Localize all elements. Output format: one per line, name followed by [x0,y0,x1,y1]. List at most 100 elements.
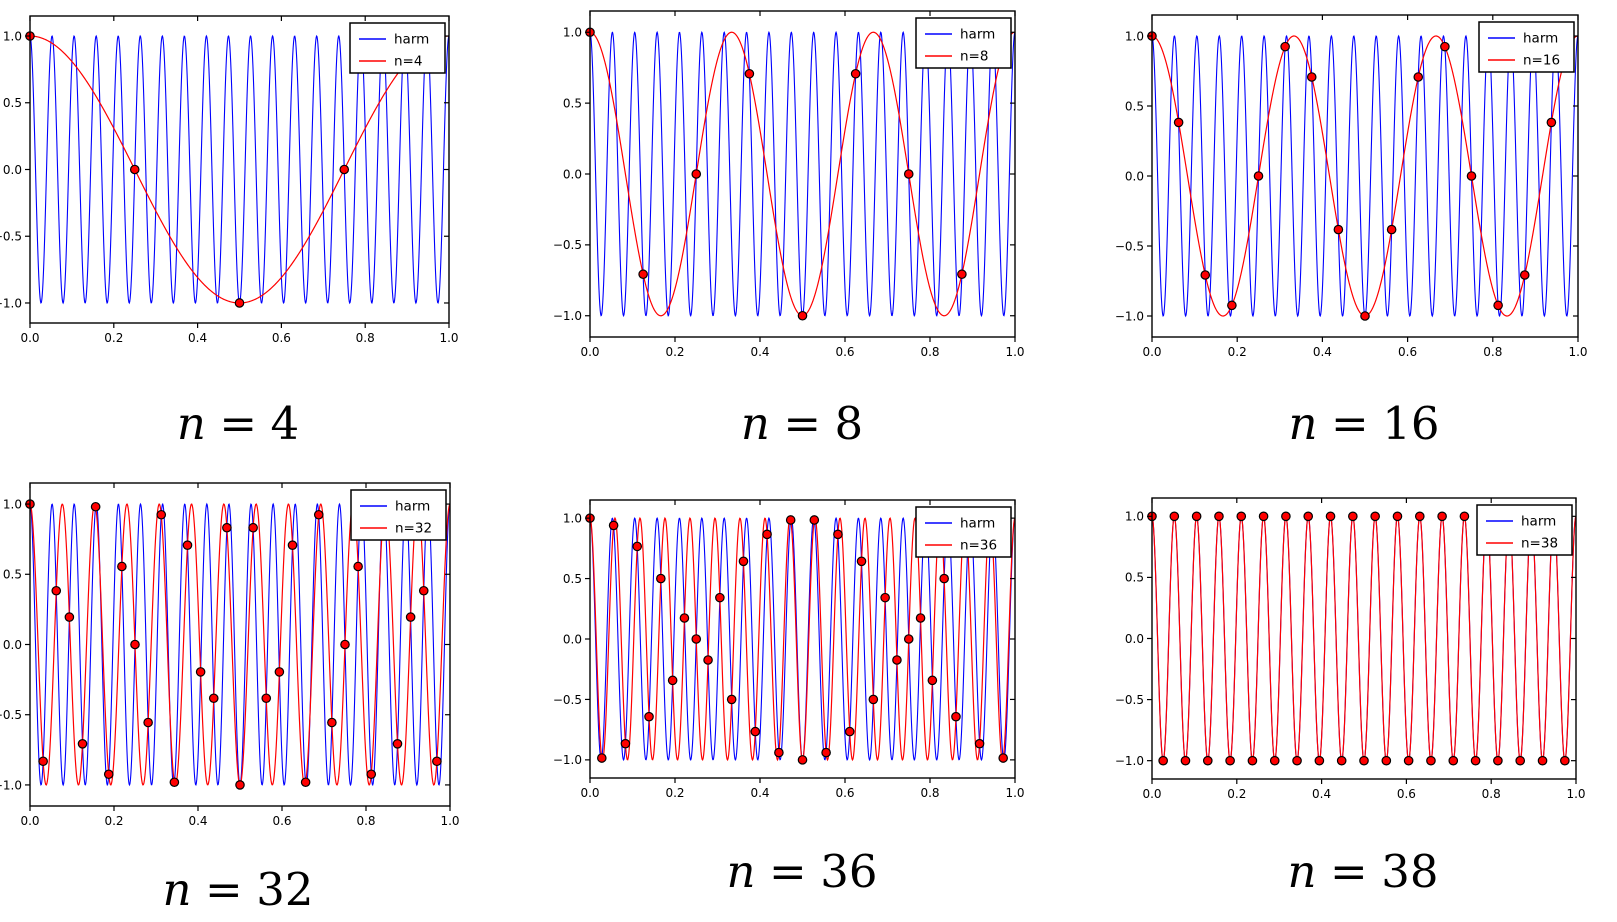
y-tick-label: 1.0 [1125,29,1144,43]
legend: harm n=38 [1476,504,1573,556]
sample-dot [418,585,429,596]
y-tick-label: −1.0 [0,778,22,792]
x-tick-label: 1.0 [1568,345,1587,359]
sample-dot [287,540,298,550]
subplot-chart-n36: 0.0 0.2 0.4 0.6 0.8 1.0 1.0 0.5 0.0 −0.5 −1.0 harm n… [553,499,1025,800]
subplot-caption-n8: n = 8 [632,401,972,446]
sample-dot [1247,755,1258,766]
sample-dot [1348,511,1358,522]
sample-dot [182,540,193,550]
sample-dot [833,529,843,540]
sample-dot [1333,224,1344,235]
sample-dot [222,522,232,533]
sample-dot [1403,755,1414,766]
legend-label: n=16 [1523,53,1560,69]
sample-dot [392,738,403,749]
y-tick-label: −0.5 [0,708,22,722]
legend-label: harm [960,516,995,532]
subplot-caption-n4: n = 4 [68,401,408,446]
caption-relation: = [1331,397,1369,450]
y-tick-label: 1.0 [1125,510,1144,524]
sample-dot [1306,72,1317,82]
sample-dot [103,769,114,780]
x-tick-label: 1.0 [1566,787,1585,801]
sample-dot [892,655,902,665]
legend-box [1478,21,1575,73]
sample-dot [143,717,153,728]
legend-label: harm [1521,514,1556,530]
x-tick-label: 0.6 [272,331,291,345]
subplot-chart-n38: 0.0 0.2 0.4 0.6 0.8 1.0 1.0 0.5 0.0 −0.5 −1.0 harm n… [1115,497,1586,801]
axis-ticks [585,500,1016,783]
caption-symbol: n [740,397,770,450]
x-tick-label: 0.8 [920,345,939,359]
y-tick-label: −1.0 [0,296,22,310]
sample-dot [353,561,363,572]
sample-dot [300,777,311,788]
sample-dot [1253,171,1264,181]
y-tick-label: 0.5 [1125,99,1144,113]
sample-dot [1292,755,1302,766]
x-tick-label: 0.6 [835,345,854,359]
y-tick-labels: 1.0 0.5 0.0 −0.5 −1.0 [553,511,582,767]
y-tick-labels: 1.0 0.5 0.0 −0.5 −1.0 [0,497,22,792]
sample-dot [1519,270,1530,280]
sample-dot [366,769,377,780]
sample-dot [939,573,949,584]
y-tick-label: −1.0 [1115,309,1144,323]
axis-ticks [1147,15,1579,342]
sample-dot [797,310,808,321]
y-tick-label: 0.0 [563,632,582,646]
y-tick-label: −1.0 [1115,754,1144,768]
sample-dot [1493,300,1503,311]
y-tick-label: 1.0 [3,497,22,511]
legend-label: harm [394,32,429,48]
x-tick-label: 0.8 [920,786,939,800]
sample-dot [1466,171,1477,181]
sample-dot [774,747,784,758]
x-tick-label: 0.2 [1228,345,1247,359]
y-tick-label: −1.0 [553,753,582,767]
x-tick-label: 0.6 [1398,345,1417,359]
sample-dot [750,726,761,737]
caption-symbol: n [176,397,206,450]
sample-dot [340,639,350,650]
x-tick-label: 1.0 [1005,786,1024,800]
sample-dot [1227,300,1237,311]
x-tick-label: 0.6 [272,814,291,828]
sample-dot [117,561,127,572]
sample-dot [620,738,631,749]
legend: harm n=36 [915,506,1012,558]
x-tick-label: 0.8 [1483,345,1502,359]
sample-dot [339,164,350,175]
sample-dot [77,738,88,749]
caption-symbol: n [1288,397,1318,450]
sample-dot [405,612,416,622]
sample-dot [597,753,607,763]
sample-dot [726,694,737,705]
legend-label: harm [960,27,995,43]
legend-box [350,489,447,541]
y-tick-label: −0.5 [0,230,22,244]
sample-dot [1158,755,1168,766]
x-tick-label: 0.8 [356,814,375,828]
legend-label: n=38 [1521,536,1558,552]
x-tick-label: 0.0 [580,786,599,800]
subplot-chart-n32: 0.0 0.2 0.4 0.6 0.8 1.0 1.0 0.5 0.0 −0.5 −1.0 harm n… [0,482,460,828]
legend: harm n=8 [915,17,1012,69]
sample-dot [169,777,180,788]
sample-dot [809,515,820,525]
sample-dot [1470,755,1481,766]
legend-label: n=8 [960,49,988,65]
sample-dot [1386,224,1397,235]
sample-dot [1448,755,1459,766]
sample-dot [638,269,648,280]
sample-dot [1269,755,1280,766]
legend-label: n=4 [394,54,422,70]
caption-value: 4 [270,397,300,450]
x-tick-label: 0.0 [20,331,39,345]
sample-dot [1236,511,1247,522]
caption-relation: = [219,397,258,450]
sample-dot [903,634,914,644]
sample-dots [585,27,967,321]
